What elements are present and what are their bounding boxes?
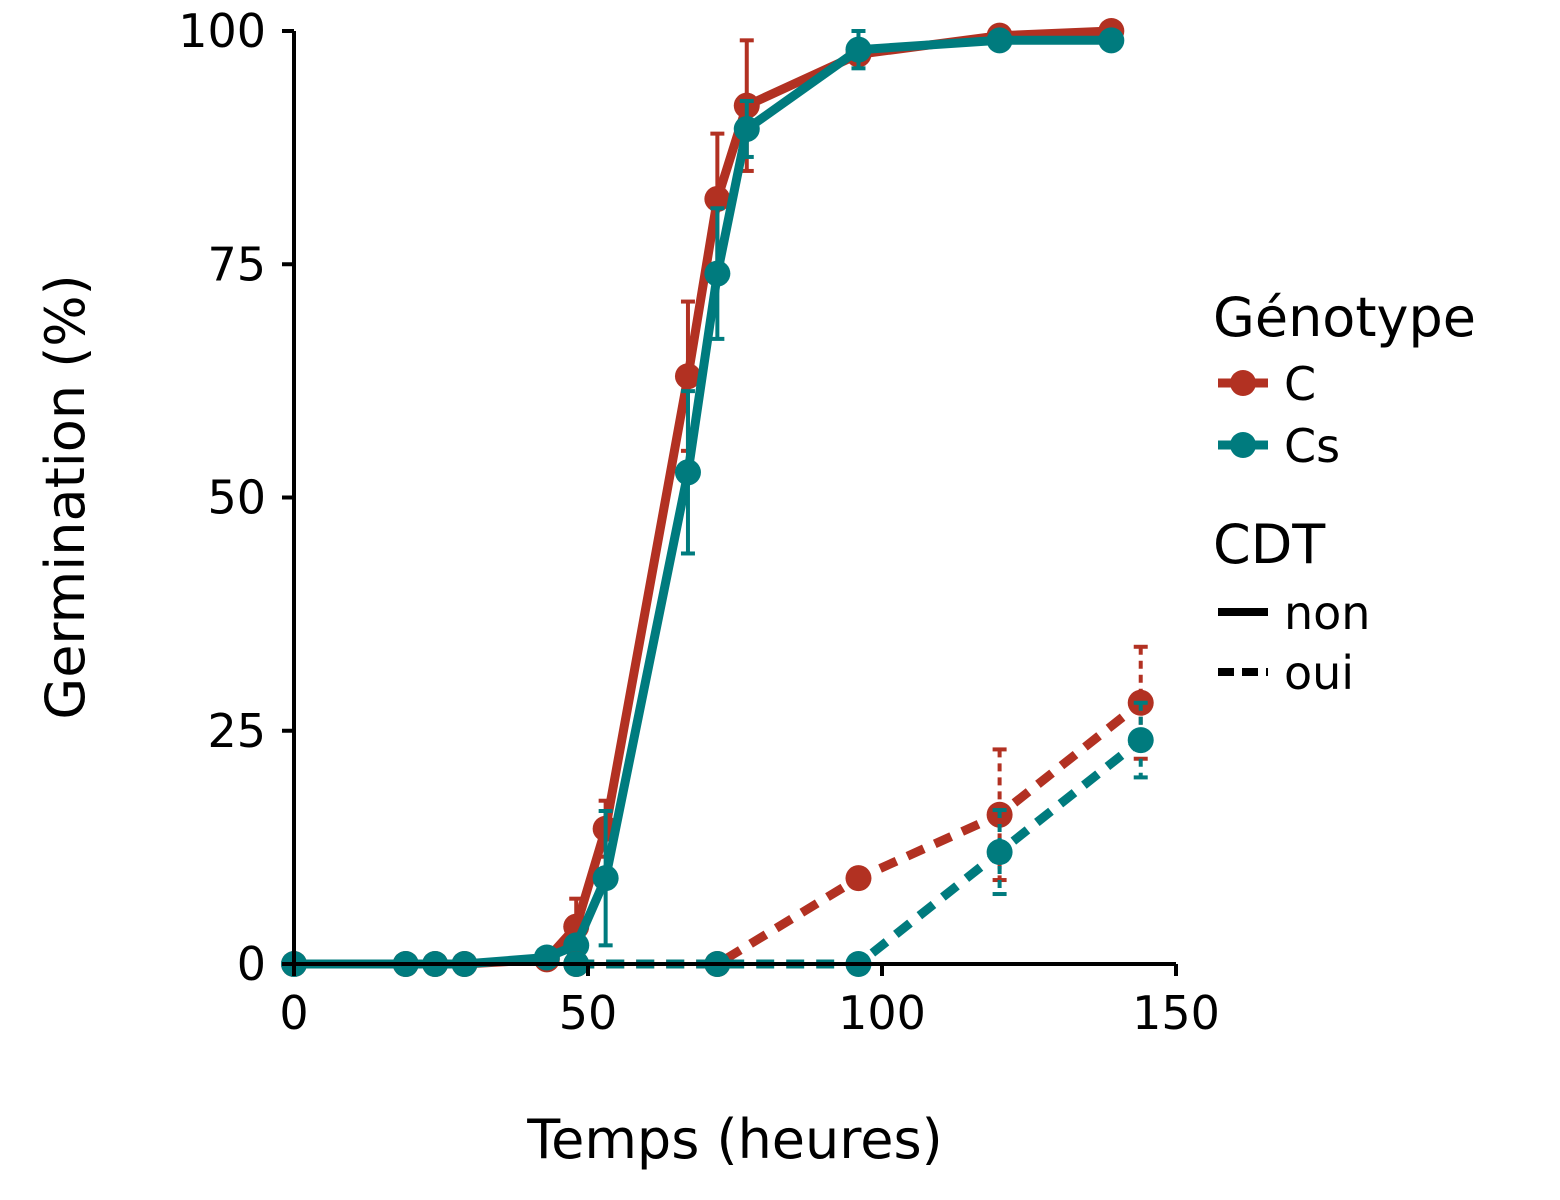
data-point — [845, 865, 872, 892]
legend-title-cdt: CDT — [1213, 513, 1326, 576]
ticks-layer: 0 50 100 150 0 25 50 75 100 — [178, 4, 1220, 1040]
series-layer — [281, 18, 1154, 977]
y-tick-label: 50 — [207, 471, 266, 525]
data-point — [533, 944, 560, 971]
data-point — [674, 363, 701, 390]
series-C-oui — [563, 644, 1154, 977]
y-tick-label: 75 — [207, 237, 266, 291]
data-point — [704, 185, 731, 212]
y-tick-label: 0 — [237, 937, 266, 991]
data-point — [1127, 727, 1154, 754]
legend-key-point — [1230, 370, 1256, 396]
legend: Génotype CDT C Cs non oui — [1213, 286, 1476, 700]
x-tick-label: 0 — [279, 986, 308, 1040]
data-point — [986, 839, 1013, 866]
data-point — [845, 36, 872, 63]
series-line — [576, 699, 1144, 969]
series-line — [294, 26, 1112, 969]
y-tick-label: 25 — [207, 704, 266, 758]
x-tick-label: 50 — [559, 986, 618, 1040]
data-point — [1098, 27, 1125, 54]
legend-label-genotype: Cs — [1284, 419, 1340, 473]
legend-title-genotype: Génotype — [1213, 286, 1476, 349]
data-point — [704, 260, 731, 287]
legend-label-genotype: C — [1284, 357, 1316, 411]
y-tick-label: 100 — [178, 4, 266, 58]
data-point — [563, 932, 590, 959]
data-point — [986, 27, 1013, 54]
series-line — [294, 35, 1112, 969]
y-axis-title: Germination (%) — [34, 274, 97, 719]
x-tick-label: 100 — [838, 986, 926, 1040]
data-point — [674, 459, 701, 486]
series-line — [576, 736, 1144, 969]
data-point — [733, 115, 760, 142]
x-axis-title: Temps (heures) — [526, 1108, 942, 1171]
series-Cs-oui — [563, 700, 1154, 977]
series-C-non — [281, 18, 1125, 977]
legend-label-cdt: oui — [1284, 646, 1354, 700]
legend-key-point — [1230, 432, 1256, 458]
legend-label-cdt: non — [1284, 586, 1370, 640]
x-tick-label: 150 — [1132, 986, 1220, 1040]
data-point — [592, 865, 619, 892]
